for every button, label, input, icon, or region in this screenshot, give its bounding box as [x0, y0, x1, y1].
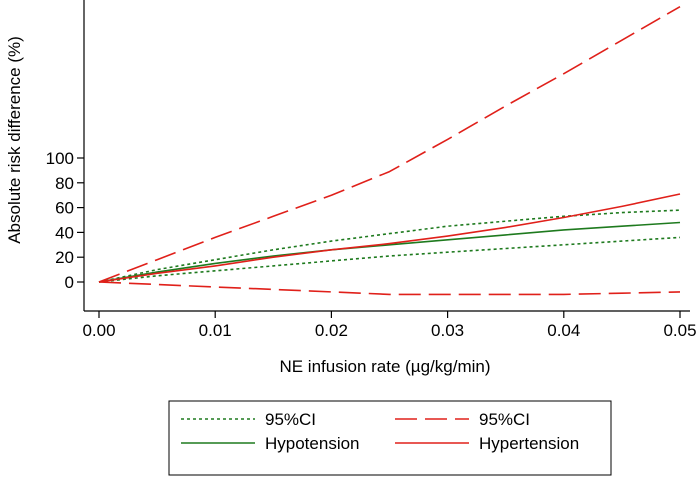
legend-label: 95%CI	[479, 410, 530, 429]
series-line-hypertension-ci-4	[98, 6, 681, 283]
y-tick-label: 40	[55, 223, 74, 242]
y-ticks: 0 20 40 60 80 100	[46, 149, 84, 292]
y-axis-title: Absolute risk difference (%)	[5, 36, 24, 244]
x-tick-label: 0.04	[547, 321, 580, 340]
legend: 95%CI 95%CI Hypotension Hypertension	[168, 400, 612, 476]
x-ticks: 0.00 0.01 0.02 0.03 0.04 0.05	[82, 311, 697, 340]
y-tick-label: 80	[55, 174, 74, 193]
series-lines	[98, 6, 681, 296]
series-line-hypotension-ci-1	[98, 209, 681, 283]
x-tick-label: 0.00	[82, 321, 115, 340]
legend-box	[168, 400, 612, 476]
legend-label: 95%CI	[265, 410, 316, 429]
axes	[83, 0, 690, 312]
x-tick-label: 0.01	[199, 321, 232, 340]
legend-label: Hypotension	[265, 434, 360, 453]
x-tick-label: 0.02	[315, 321, 348, 340]
series-line-hypotension-0	[98, 221, 681, 283]
series-line-hypertension-3	[98, 193, 681, 283]
y-tick-label: 60	[55, 199, 74, 218]
series-line-hypertension-ci-5	[98, 281, 681, 296]
y-tick-label: 100	[46, 149, 74, 168]
y-tick-label: 0	[65, 273, 74, 292]
x-tick-label: 0.03	[431, 321, 464, 340]
x-tick-label: 0.05	[663, 321, 696, 340]
series-line-hypotension-ci-2	[98, 236, 681, 283]
y-tick-label: 20	[55, 248, 74, 267]
legend-label: Hypertension	[479, 434, 579, 453]
x-axis-title: NE infusion rate (µg/kg/min)	[279, 357, 490, 376]
